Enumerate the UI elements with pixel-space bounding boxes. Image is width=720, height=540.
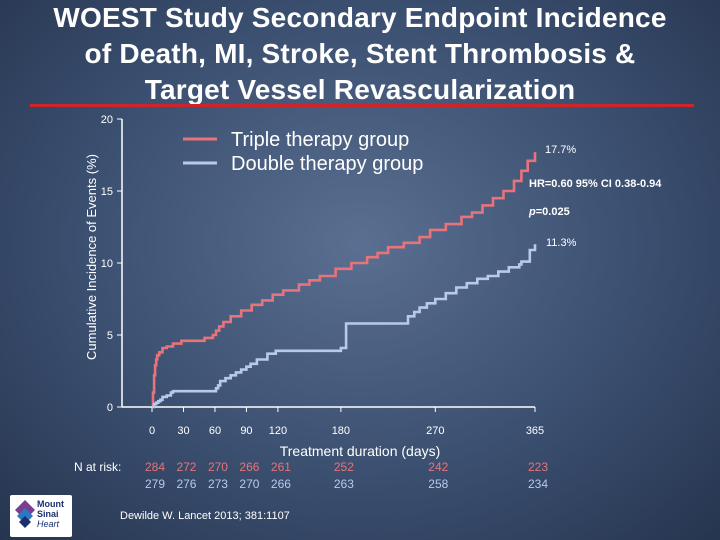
chart-axes: 0 5 10 15 20 0 30 60 90 120 180 270 365	[101, 114, 544, 437]
title-line-3: Target Vessel Revascularization	[144, 74, 576, 105]
x-tick-label: 60	[209, 425, 221, 437]
x-tick-label: 270	[426, 425, 444, 437]
n-at-risk-double-value: 234	[527, 477, 549, 491]
logo-line-2: Sinai	[37, 509, 59, 519]
legend-double-label: Double therapy group	[231, 153, 423, 175]
n-at-risk-triple-value: 242	[428, 460, 449, 474]
series-layer	[151, 152, 537, 409]
n-at-risk-triple-value: 223	[527, 460, 549, 474]
y-tick-label: 10	[101, 258, 113, 270]
n-at-risk-double-value: 273	[207, 477, 228, 491]
title-line-2: of Death, MI, Stroke, Stent Thrombosis &	[84, 38, 636, 69]
mount-sinai-heart-logo: Mount Sinai Heart	[10, 495, 72, 537]
title-line-1: WOEST Study Secondary Endpoint Incidence	[53, 2, 667, 33]
triple-end-value: 17.7%	[545, 144, 576, 156]
n-at-risk-triple-value: 261	[270, 460, 291, 474]
n-at-risk-triple-value: 284	[144, 460, 166, 474]
p-number: =0.025	[536, 206, 570, 218]
title-underline	[30, 104, 694, 107]
n-at-risk-double-value: 279	[144, 477, 166, 491]
x-axis-label: Treatment duration (days)	[280, 443, 441, 459]
n-at-risk-double-value: 276	[176, 477, 197, 491]
x-tick-label: 120	[269, 425, 287, 437]
logo-line-3: Heart	[37, 519, 60, 529]
p-value: p=0.025	[528, 206, 570, 218]
double-end-value: 11.3%	[546, 237, 577, 249]
y-tick-label: 15	[101, 186, 113, 198]
n-at-risk-triple-value: 266	[239, 460, 260, 474]
n-at-risk-double-value: 263	[333, 477, 354, 491]
y-tick-label: 20	[101, 114, 113, 126]
n-at-risk-triple-value: 252	[333, 460, 354, 474]
logo-line-1: Mount	[37, 499, 64, 509]
n-at-risk-triple-value: 272	[176, 460, 197, 474]
hazard-ratio: HR=0.60 95% CI 0.38-0.94	[529, 178, 662, 190]
n-at-risk-double-value: 266	[270, 477, 291, 491]
p-symbol: p	[528, 206, 536, 218]
n-at-risk-triple-value: 270	[207, 460, 228, 474]
double-therapy-series-line	[152, 244, 537, 409]
x-tick-label: 0	[149, 425, 155, 437]
logo-mark-icon	[15, 500, 35, 528]
citation: Dewilde W. Lancet 2013; 381:1107	[120, 510, 290, 522]
y-axis-label: Cumulative Incidence of Events (%)	[84, 154, 99, 360]
triple-therapy-series-line	[151, 152, 537, 409]
y-tick-label: 0	[107, 402, 113, 414]
n-at-risk-double-value: 258	[428, 477, 449, 491]
n-at-risk-double-value: 270	[239, 477, 260, 491]
n-at-risk-label: N at risk:	[74, 460, 122, 474]
x-tick-label: 30	[177, 425, 189, 437]
x-tick-label: 90	[240, 425, 252, 437]
y-tick-label: 5	[107, 330, 113, 342]
slide-title: WOEST Study Secondary Endpoint Incidence…	[0, 0, 720, 108]
legend-triple-label: Triple therapy group	[231, 129, 409, 151]
labels-layer: Cumulative Incidence of Events (%) Treatm…	[84, 129, 662, 459]
x-tick-label: 365	[526, 425, 544, 437]
x-tick-label: 180	[332, 425, 350, 437]
